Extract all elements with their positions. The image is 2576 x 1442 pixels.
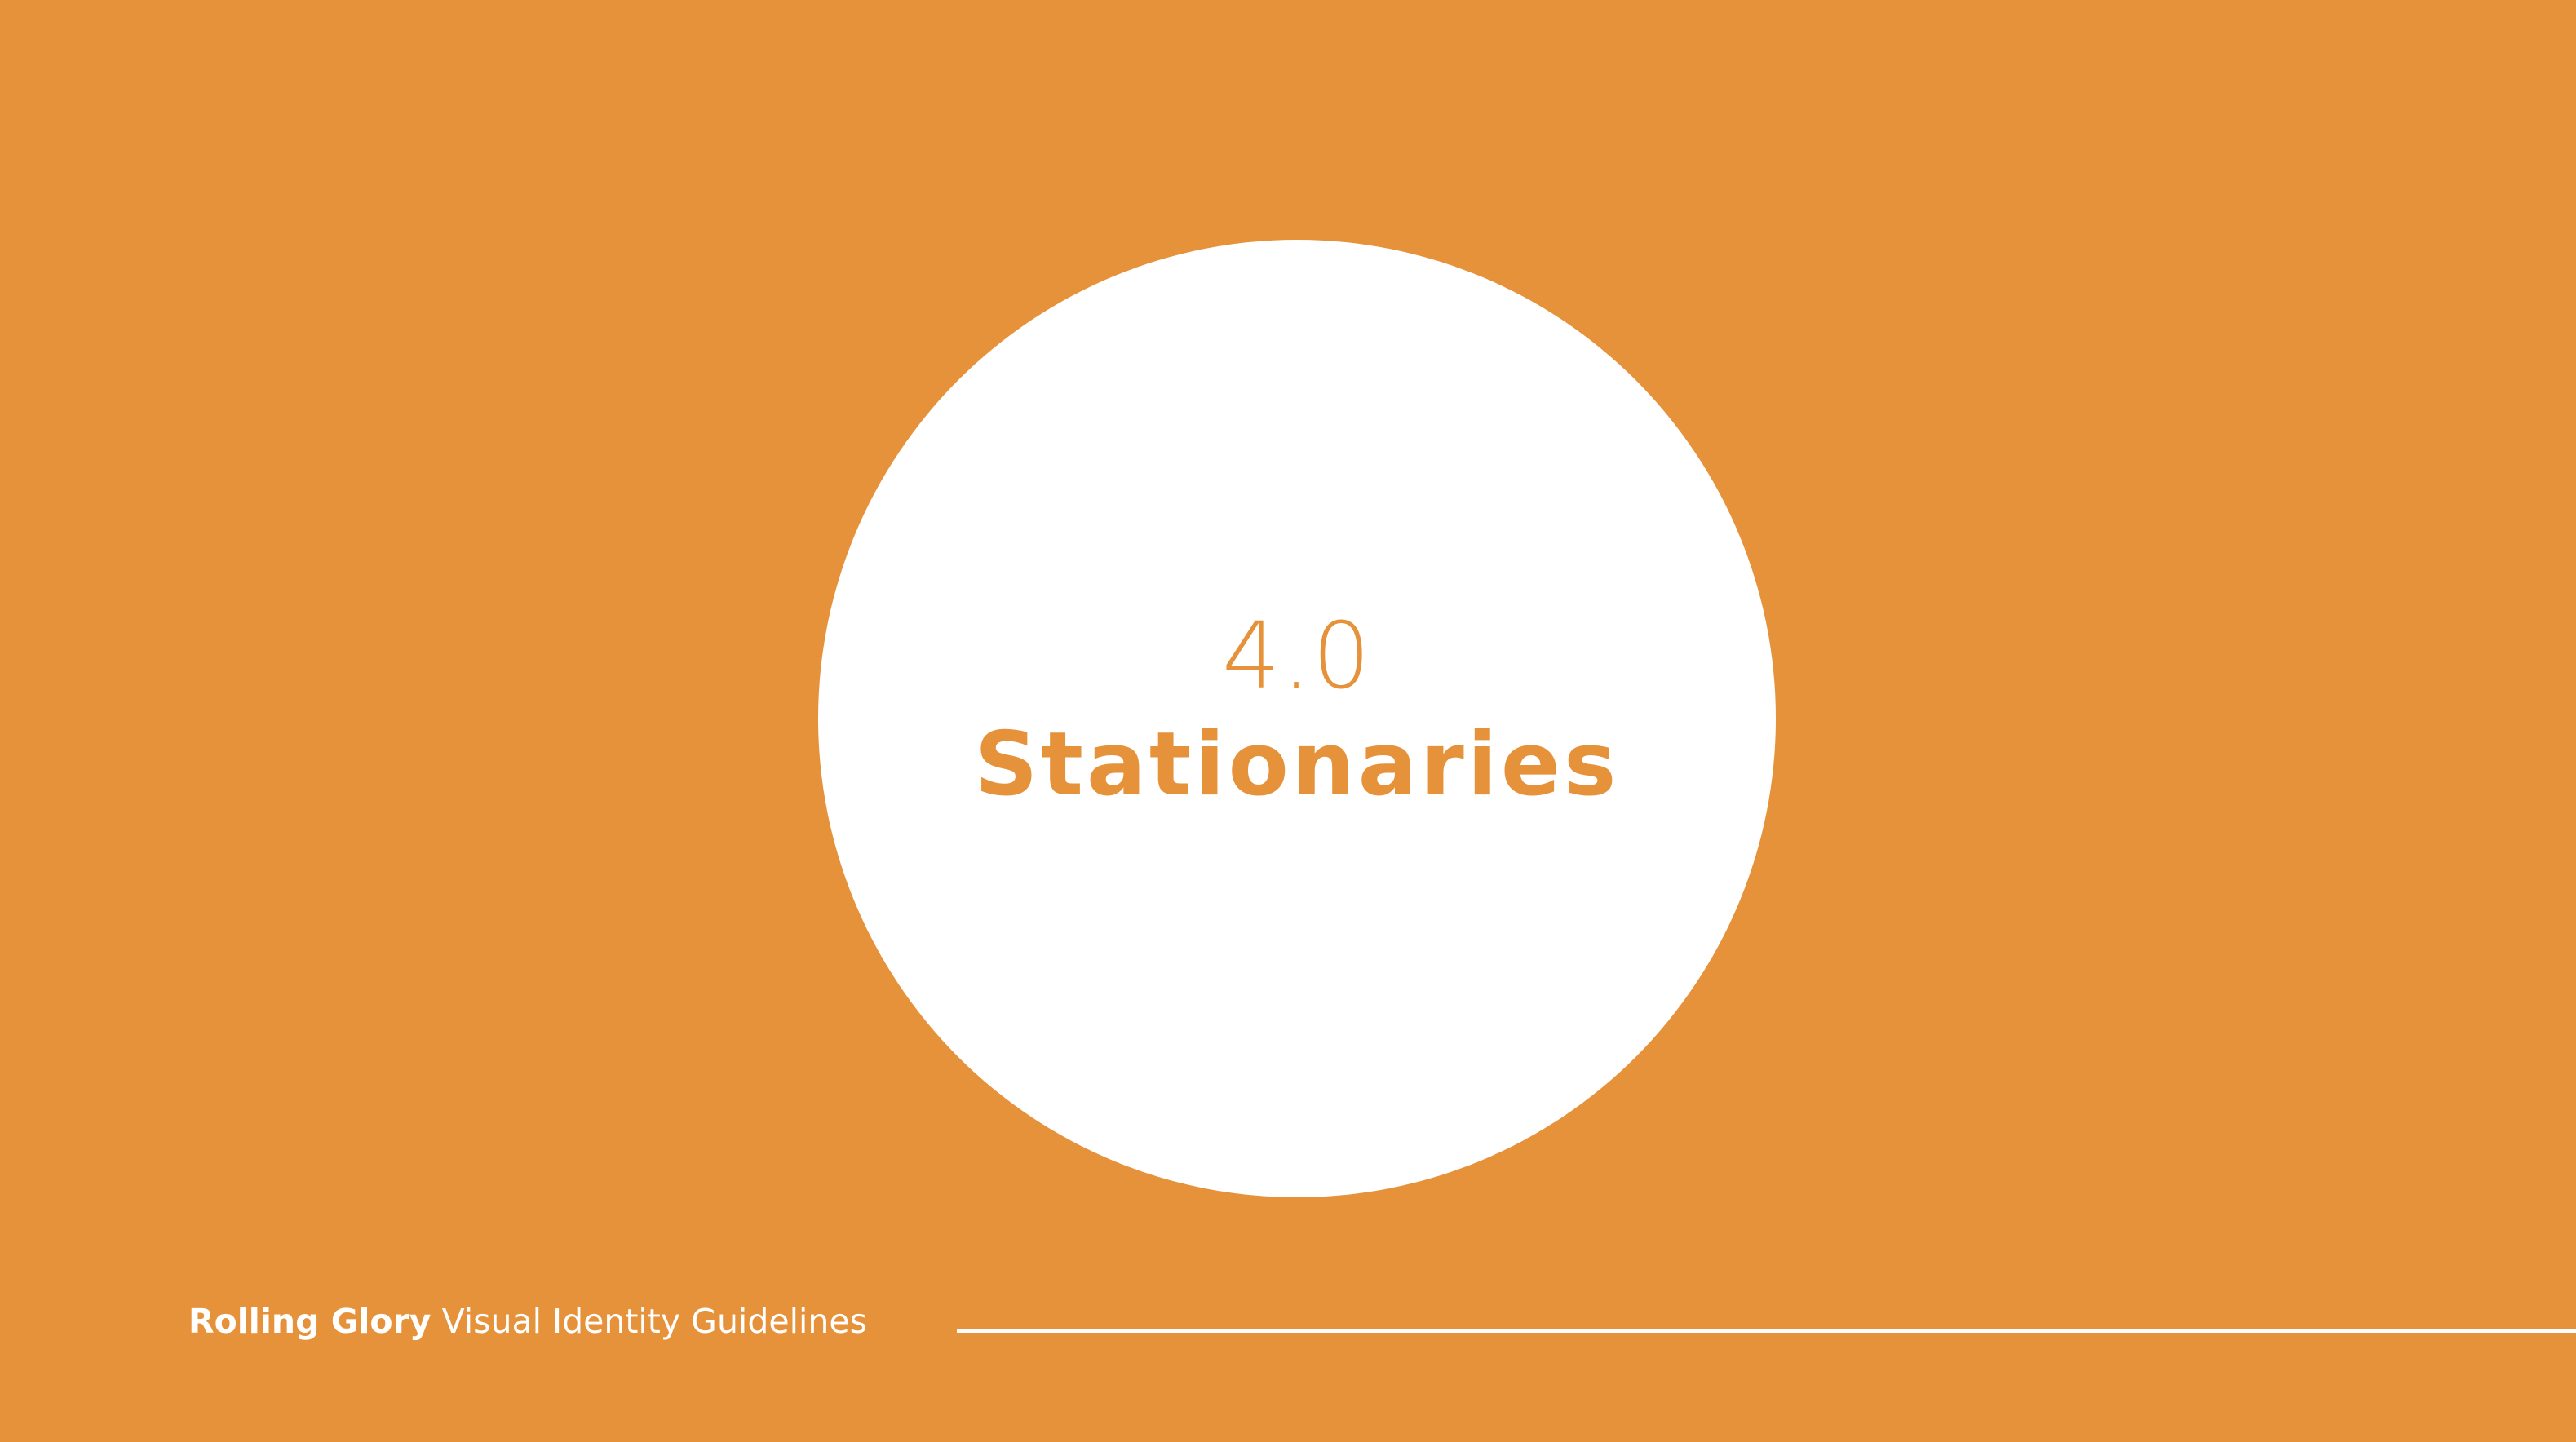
section-number: 4.0 xyxy=(1221,604,1373,710)
footer-divider-line xyxy=(957,1329,2576,1333)
footer-document-title: Visual Identity Guidelines xyxy=(441,1302,867,1341)
footer: Rolling Glory Visual Identity Guidelines xyxy=(188,1305,867,1338)
footer-brand: Rolling Glory xyxy=(188,1302,432,1341)
title-circle: 4.0 Stationaries xyxy=(818,240,1776,1197)
section-title: Stationaries xyxy=(974,714,1620,816)
